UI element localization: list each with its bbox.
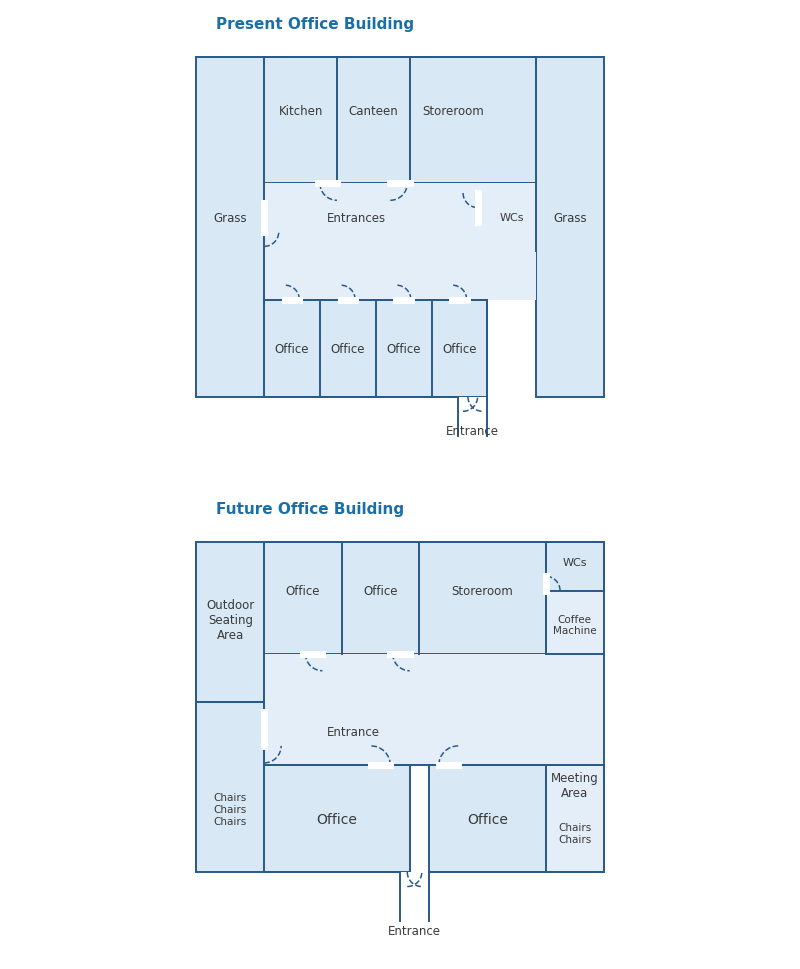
Text: Entrance: Entrance bbox=[327, 725, 380, 738]
Text: Office: Office bbox=[330, 342, 365, 356]
Text: Grass: Grass bbox=[553, 211, 586, 225]
Text: Entrance: Entrance bbox=[446, 424, 499, 438]
Bar bbox=[196, 58, 264, 397]
Text: Office: Office bbox=[363, 584, 398, 598]
Bar bbox=[478, 184, 536, 252]
Text: Kitchen: Kitchen bbox=[278, 105, 322, 118]
Text: Office: Office bbox=[317, 812, 358, 826]
Text: WCs: WCs bbox=[499, 213, 524, 223]
Text: Storeroom: Storeroom bbox=[422, 105, 484, 118]
Text: WCs: WCs bbox=[562, 557, 587, 567]
Text: Chairs
Chairs: Chairs Chairs bbox=[558, 823, 591, 844]
Bar bbox=[546, 591, 604, 654]
Bar bbox=[536, 58, 604, 397]
Text: Canteen: Canteen bbox=[349, 105, 398, 118]
Text: Coffee
Machine: Coffee Machine bbox=[553, 614, 597, 636]
Text: Grass: Grass bbox=[214, 211, 247, 225]
Text: Storeroom: Storeroom bbox=[451, 584, 514, 598]
Text: Entrances: Entrances bbox=[327, 211, 386, 225]
Bar bbox=[196, 703, 264, 872]
Bar bbox=[546, 543, 604, 591]
Text: Office: Office bbox=[442, 342, 477, 356]
Text: Outdoor
Seating
Area: Outdoor Seating Area bbox=[206, 599, 254, 641]
Bar bbox=[264, 58, 536, 184]
Bar bbox=[546, 766, 604, 872]
Text: Office: Office bbox=[286, 584, 320, 598]
Bar bbox=[458, 397, 487, 436]
Bar bbox=[264, 543, 546, 654]
Text: Chairs
Chairs
Chairs: Chairs Chairs Chairs bbox=[214, 793, 247, 826]
Bar bbox=[429, 766, 546, 872]
Text: Future Office Building: Future Office Building bbox=[216, 501, 404, 516]
Text: Office: Office bbox=[386, 342, 421, 356]
Bar bbox=[264, 654, 604, 766]
Text: Office: Office bbox=[275, 342, 310, 356]
Bar bbox=[264, 184, 536, 300]
Bar bbox=[264, 766, 410, 872]
Bar bbox=[400, 872, 429, 921]
Text: Entrance: Entrance bbox=[388, 923, 441, 937]
Bar bbox=[264, 300, 487, 397]
Text: Present Office Building: Present Office Building bbox=[216, 16, 414, 32]
Text: Meeting
Area: Meeting Area bbox=[550, 771, 598, 798]
Text: Office: Office bbox=[467, 812, 508, 826]
Bar bbox=[196, 543, 264, 703]
